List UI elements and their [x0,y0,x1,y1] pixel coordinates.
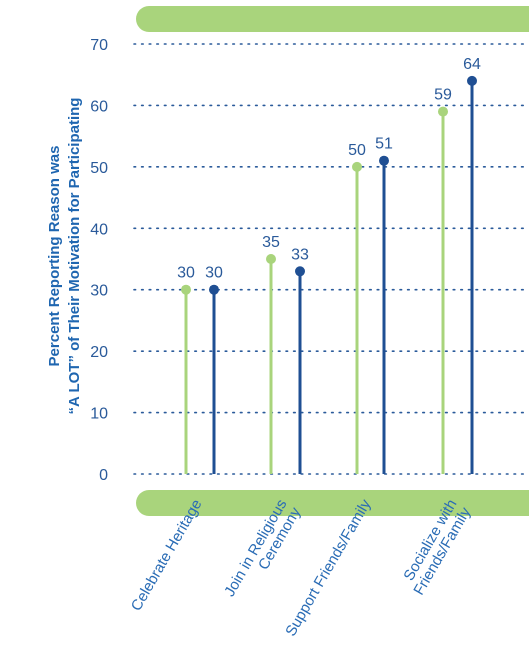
y-axis-label-line2: “A LOT” of Their Motivation for Particip… [66,98,83,415]
data-point [467,75,477,86]
data-point [181,284,191,295]
y-tick-label: 20 [90,344,108,361]
y-tick-label: 40 [90,221,108,238]
data-point [379,155,389,166]
y-tick-label: 10 [90,406,108,423]
grid [133,43,529,475]
data-label: 51 [375,136,393,153]
data-label: 30 [205,265,223,282]
y-tick-label: 0 [99,467,108,484]
x-axis-ticks: Celebrate Heritage Join in ReligiousCerem… [128,496,475,639]
data-point [295,266,305,277]
y-tick-label: 60 [90,98,108,115]
y-axis-label-line1: Percent Reporting Reason was [46,146,63,367]
data-label: 33 [291,246,309,263]
series-marks [181,75,477,474]
y-tick-label: 50 [90,160,108,177]
y-tick-label: 30 [90,283,108,300]
data-labels: 30 35 50 59 30 33 51 64 [177,56,481,282]
y-axis-ticks: 0 10 20 30 40 50 60 70 [90,37,108,484]
data-point [209,284,219,295]
data-label: 64 [463,56,481,73]
data-label: 50 [348,142,366,159]
data-point [438,106,448,117]
data-label: 35 [262,234,280,251]
top-band [136,6,529,32]
y-tick-label: 70 [90,37,108,54]
data-label: 59 [434,87,452,104]
data-point [266,254,276,264]
bottom-band [136,490,529,516]
data-point [352,161,362,172]
data-label: 30 [177,265,195,282]
